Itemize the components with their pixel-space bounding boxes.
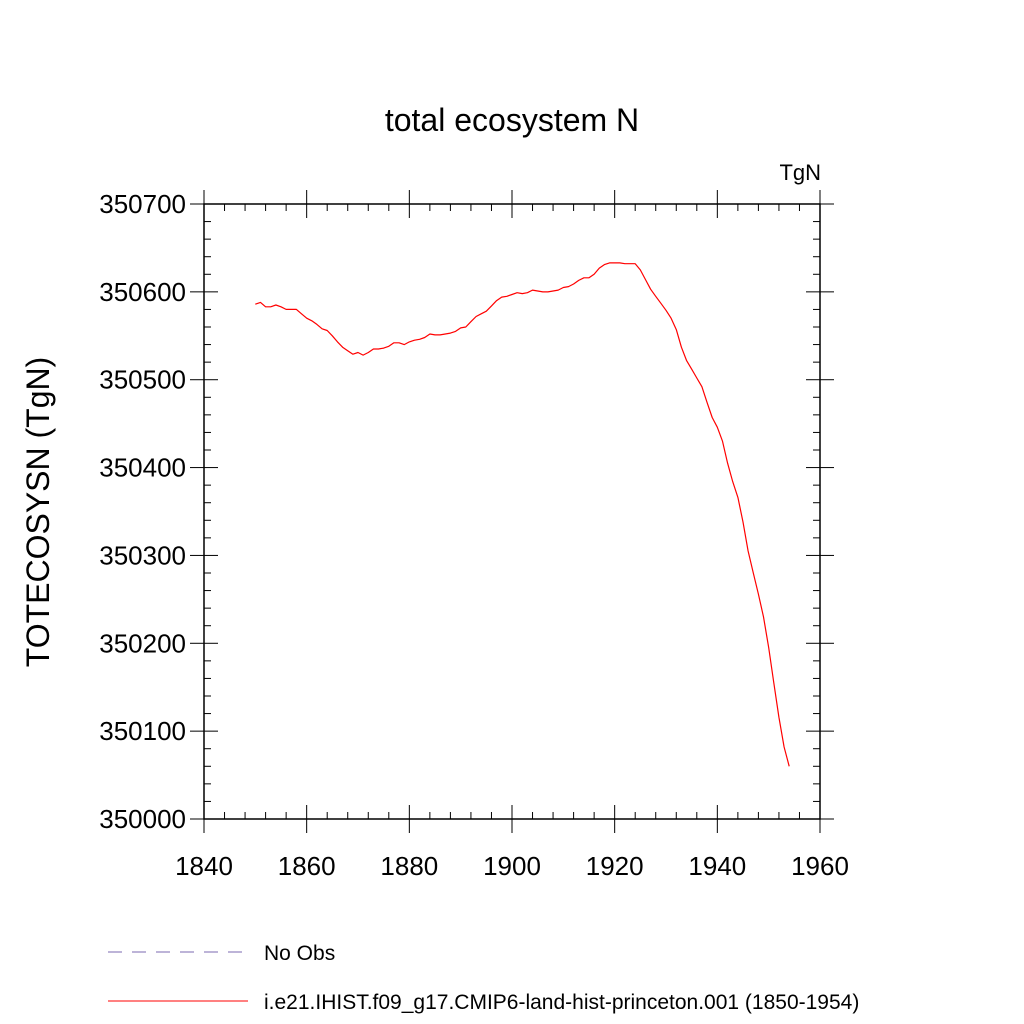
x-tick-label: 1880 (380, 851, 438, 881)
y-tick-label: 350500 (99, 365, 186, 395)
y-tick-label: 350300 (99, 540, 186, 570)
x-tick-label: 1900 (483, 851, 541, 881)
y-axis-label: TOTECOSYSN (TgN) (20, 357, 56, 668)
y-tick-label: 350400 (99, 453, 186, 483)
chart-title: total ecosystem N (385, 102, 639, 138)
y-tick-label: 350200 (99, 628, 186, 658)
x-tick-label: 1860 (278, 851, 336, 881)
x-tick-label: 1840 (175, 851, 233, 881)
y-tick-label: 350100 (99, 716, 186, 746)
legend: No Obs i.e21.IHIST.f09_g17.CMIP6-land-his… (108, 942, 859, 1014)
x-tick-label: 1920 (586, 851, 644, 881)
series-layer (255, 262, 790, 767)
legend-label-0: No Obs (264, 942, 335, 965)
axis-tick-labels: 1840 1860 1880 1900 1920 1940 1960 350000 350100… (99, 189, 849, 881)
x-tick-label: 1940 (688, 851, 746, 881)
units-label: TgN (779, 160, 821, 185)
y-tick-label: 350700 (99, 189, 186, 219)
y-tick-label: 350000 (99, 804, 186, 834)
legend-label-1: i.e21.IHIST.f09_g17.CMIP6-land-hist-prin… (264, 991, 859, 1014)
series-line-1 (255, 262, 790, 767)
y-tick-label: 350600 (99, 277, 186, 307)
plot-frame (203, 203, 821, 820)
axis-ticks (190, 190, 834, 833)
x-tick-label: 1960 (791, 851, 849, 881)
